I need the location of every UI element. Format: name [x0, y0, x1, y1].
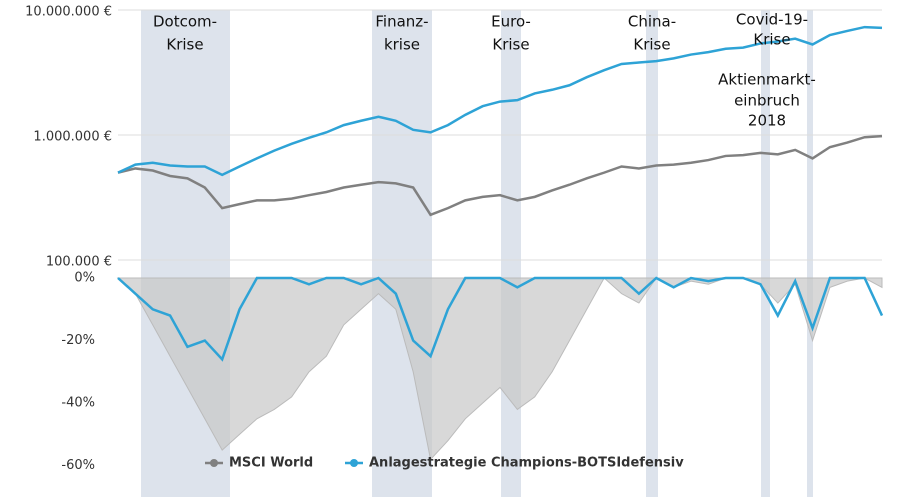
y-tick-label: 10.000.000 €: [25, 5, 112, 20]
legend-label: Anlagestrategie Champions-BOTSIdefensiv: [369, 456, 684, 471]
annotation: 2018: [748, 112, 786, 130]
annotation: China-: [628, 13, 676, 31]
y-tick-label: -40%: [61, 396, 95, 411]
annotation: Finanz-: [375, 13, 428, 31]
line: [117, 134, 883, 217]
annotation: Krise: [633, 36, 670, 54]
annotation: Krise: [492, 36, 529, 54]
crisis-band: [761, 10, 770, 497]
y-tick-label: 1.000.000 €: [33, 130, 112, 145]
y-tick-label: 100.000 €: [46, 255, 112, 270]
annotation: Krise: [166, 36, 203, 54]
legend-label: MSCI World: [229, 456, 313, 471]
crisis-band: [807, 10, 813, 497]
annotation: Aktienmarkt-: [718, 71, 816, 89]
annotation: einbruch: [734, 92, 800, 110]
y-tick-label: 0%: [74, 271, 95, 286]
annotation: Dotcom-: [153, 13, 217, 31]
annotation: Euro-: [491, 13, 531, 31]
legend-marker: [350, 459, 358, 467]
annotation: Covid-19-: [736, 11, 808, 29]
line: [117, 25, 883, 177]
crisis-band: [646, 10, 658, 497]
y-tick-label: -60%: [61, 458, 95, 473]
line: [117, 276, 884, 362]
legend-marker: [210, 459, 218, 467]
crisis-band: [501, 10, 521, 497]
annotation: Krise: [753, 31, 790, 49]
annotation: krise: [384, 36, 420, 54]
area: [116, 277, 883, 461]
y-tick-label: -20%: [61, 333, 95, 348]
